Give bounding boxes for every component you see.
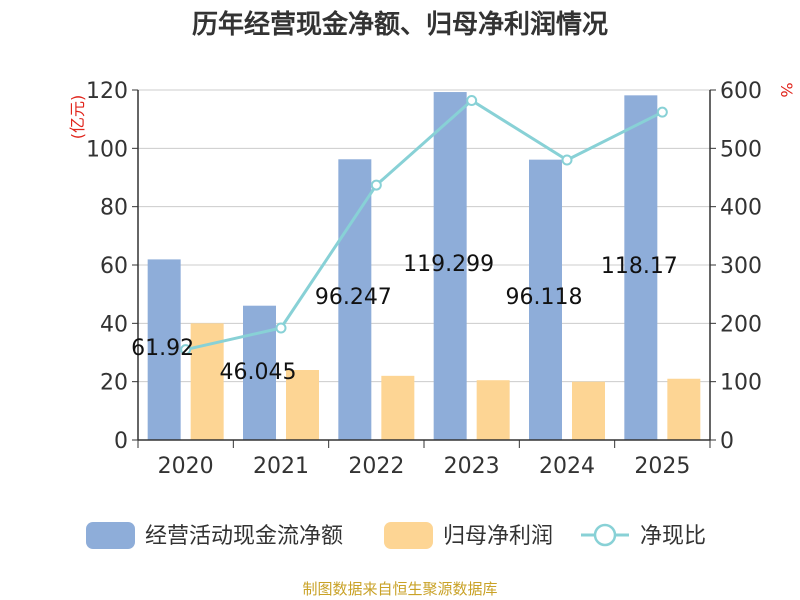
data-labels: 61.92 46.045 96.247 119.299 96.118 118.17 — [131, 252, 678, 385]
cashflow-bar — [529, 159, 562, 441]
profit-bar — [572, 381, 605, 440]
ratio-line — [180, 95, 668, 356]
left-tick-label: 0 — [114, 429, 128, 454]
legend-swatch-ratio-marker — [593, 523, 617, 547]
cashflow-data-label: 118.17 — [601, 254, 678, 279]
ratio-point — [561, 154, 573, 166]
left-tick-label: 40 — [100, 312, 128, 337]
left-tick-label: 20 — [100, 371, 128, 396]
x-tick-label: 2024 — [539, 454, 595, 479]
left-tick-label: 60 — [100, 254, 128, 279]
x-tick-label: 2021 — [253, 454, 309, 479]
right-tick-label: 600 — [720, 79, 762, 104]
right-tick-label: 400 — [720, 196, 762, 221]
right-tick-label: 200 — [720, 312, 762, 337]
cashflow-bar — [338, 159, 372, 440]
legend-label-ratio: 净现比 — [640, 524, 706, 549]
cashflow-data-label: 46.045 — [220, 360, 297, 385]
cashflow-data-label: 96.247 — [315, 285, 392, 310]
cashflow-data-label: 119.299 — [403, 252, 494, 277]
cashflow-bar — [624, 95, 658, 441]
ratio-point — [275, 322, 287, 334]
legend-swatch-cashflow — [86, 522, 135, 549]
right-tick-label: 300 — [720, 254, 762, 279]
ratio-point — [466, 95, 478, 106]
cashflow-data-label: 96.118 — [506, 285, 583, 310]
legend-swatch-profit — [384, 522, 433, 549]
cashflow-bar — [147, 259, 181, 440]
x-tick-label: 2022 — [348, 454, 404, 479]
right-tick-label: 0 — [720, 429, 734, 454]
profit-bar — [381, 375, 415, 440]
ratio-point — [180, 344, 192, 356]
right-tick-label: 100 — [720, 371, 762, 396]
legend-label-profit: 归母净利润 — [443, 524, 553, 549]
legend: 经营活动现金流净额 归母净利润 净现比 — [86, 522, 706, 549]
right-tick-label: 500 — [720, 137, 762, 162]
left-tick-label: 120 — [86, 79, 128, 104]
profit-bar — [476, 380, 510, 440]
cashflow-bar — [433, 92, 467, 440]
grid-lines — [138, 89, 710, 383]
ratio-line-path — [185, 98, 664, 352]
x-tick-label: 2023 — [444, 454, 500, 479]
cashflow-bar — [243, 305, 276, 440]
left-axis-unit: (亿元) — [68, 95, 87, 140]
axes: 0 20 40 60 80 100 120 0 100 200 300 400 500 600 2020 20… — [86, 79, 762, 479]
right-axis-unit: % — [777, 82, 796, 97]
x-tick-label: 2020 — [158, 454, 214, 479]
profit-bar — [286, 370, 319, 440]
legend-label-cashflow: 经营活动现金流净额 — [145, 524, 343, 549]
bars — [147, 92, 701, 441]
left-tick-label: 80 — [100, 196, 128, 221]
left-tick-label: 100 — [86, 137, 128, 162]
cashflow-data-label: 61.92 — [131, 336, 194, 361]
chart-title: 历年经营现金净额、归母净利润情况 — [192, 9, 608, 40]
ratio-point — [370, 179, 382, 191]
profit-bar — [667, 378, 701, 440]
ratio-point — [656, 106, 668, 118]
x-tick-label: 2025 — [634, 454, 690, 479]
source-note: 制图数据来自恒生聚源数据库 — [302, 580, 497, 598]
